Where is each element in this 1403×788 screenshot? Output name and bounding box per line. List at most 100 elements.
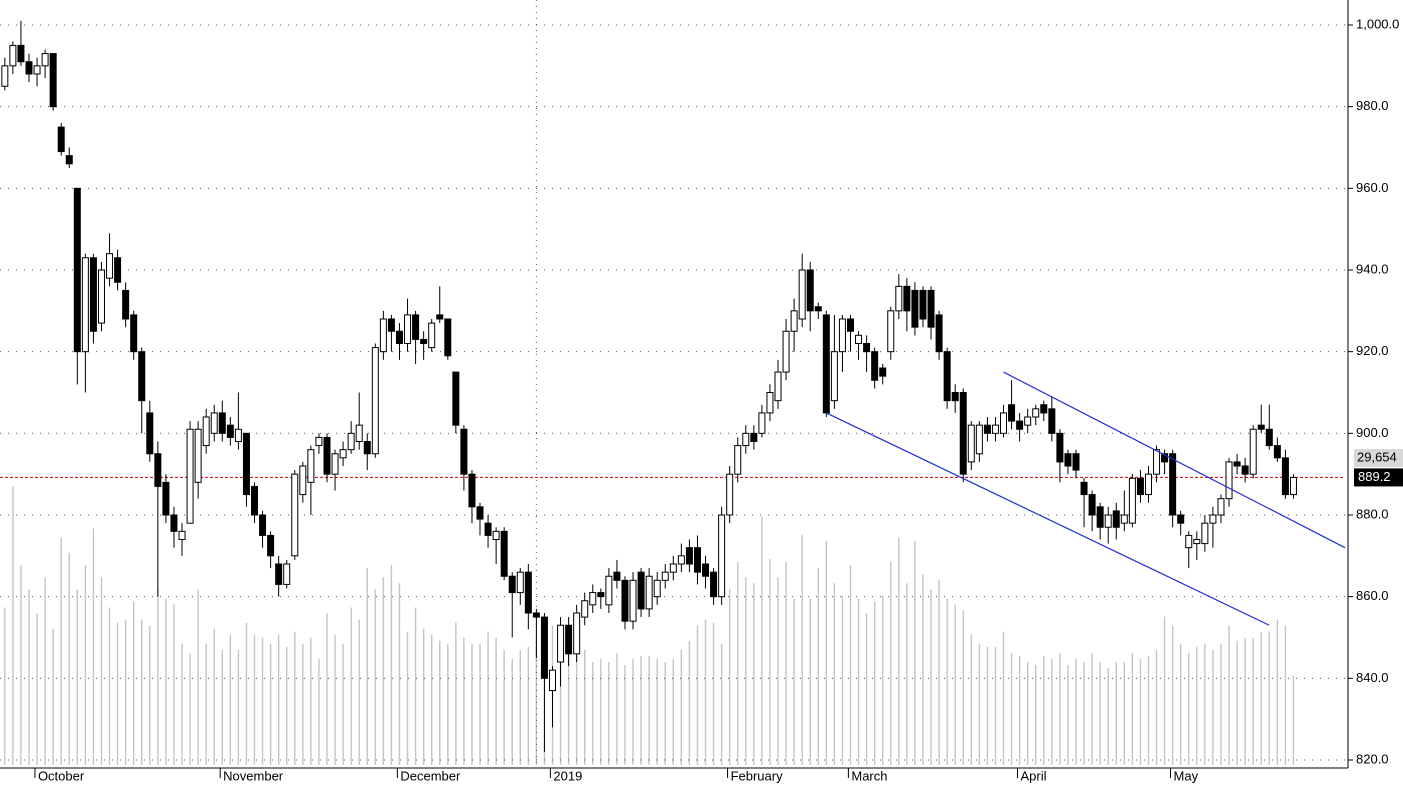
- candle-body: [1008, 404, 1016, 422]
- y-tick-label: 980.0: [1356, 98, 1389, 113]
- candle-body: [420, 338, 428, 344]
- candle-body: [1112, 510, 1120, 528]
- candle-body: [1032, 408, 1040, 418]
- candle-body: [226, 424, 234, 438]
- volume-label-box: [1354, 449, 1403, 467]
- candle-body: [97, 269, 105, 324]
- candle-body: [661, 571, 669, 581]
- candle-body: [589, 592, 597, 606]
- candle-body: [331, 453, 339, 475]
- candle-body: [855, 334, 863, 345]
- candle-body: [1016, 420, 1024, 430]
- candle-body: [379, 318, 387, 353]
- candle-body: [613, 571, 621, 581]
- candle-body: [959, 392, 967, 475]
- candle-body: [637, 571, 645, 610]
- candle-body: [508, 575, 516, 594]
- candle-body: [428, 322, 436, 349]
- candle-body: [838, 318, 846, 353]
- candle-body: [25, 61, 33, 75]
- x-tick-label: February: [731, 768, 784, 783]
- candle-body: [1, 65, 9, 87]
- candle-body: [557, 624, 565, 663]
- candle-body: [484, 522, 492, 536]
- candle-body: [347, 432, 355, 451]
- candle-body: [1153, 449, 1161, 475]
- candle-body: [1185, 534, 1193, 549]
- candle-body: [500, 530, 508, 577]
- candle-body: [267, 534, 275, 557]
- y-tick-label: 960.0: [1356, 180, 1389, 195]
- x-tick-label: December: [400, 768, 461, 783]
- candle-body: [693, 547, 701, 573]
- candle-body: [1249, 428, 1257, 475]
- candle-body: [210, 412, 218, 434]
- y-tick-label: 840.0: [1356, 670, 1389, 685]
- candle-body: [702, 563, 710, 577]
- candle-body: [283, 563, 291, 585]
- candle-body: [436, 314, 444, 320]
- candle-body: [1193, 539, 1201, 545]
- candle-body: [943, 351, 951, 402]
- candle-body: [597, 592, 605, 598]
- candle-body: [1128, 477, 1136, 524]
- candle-body: [669, 563, 677, 573]
- candle-body: [951, 392, 959, 402]
- x-tick-label: 2019: [553, 768, 582, 783]
- candle-body: [73, 187, 81, 353]
- candle-body: [685, 547, 693, 565]
- candle-body: [621, 579, 629, 622]
- candle-body: [1161, 453, 1169, 463]
- candle-body: [677, 555, 685, 565]
- candle-body: [1048, 408, 1056, 434]
- candle-body: [879, 367, 887, 377]
- candle-body: [581, 600, 589, 618]
- candle-body: [194, 428, 202, 483]
- y-tick-label: 880.0: [1356, 506, 1389, 521]
- candle-body: [387, 318, 395, 332]
- candle-body: [895, 285, 903, 312]
- candle-body: [1104, 514, 1112, 528]
- candle-body: [919, 289, 927, 320]
- candle-body: [726, 473, 734, 516]
- candle-body: [1257, 424, 1265, 430]
- candle-body: [1080, 481, 1088, 496]
- y-tick-label: 900.0: [1356, 425, 1389, 440]
- candle-body: [710, 571, 718, 598]
- candle-body: [81, 257, 89, 353]
- candle-body: [162, 481, 170, 516]
- x-tick-label: October: [38, 768, 85, 783]
- last-price-box: [1354, 468, 1403, 487]
- trendline: [1003, 371, 1346, 549]
- candle-body: [122, 289, 130, 320]
- candle-body: [766, 392, 774, 414]
- candle-body: [1177, 514, 1185, 524]
- candle-body: [202, 416, 210, 447]
- candle-body: [887, 310, 895, 353]
- candle-body: [170, 514, 178, 532]
- candle-body: [718, 514, 726, 598]
- candle-body: [548, 669, 556, 692]
- candle-body: [1000, 412, 1008, 434]
- candle-body: [1169, 453, 1177, 516]
- candle-body: [1144, 473, 1152, 496]
- candle-body: [1056, 432, 1064, 463]
- candle-body: [1064, 453, 1072, 467]
- x-tick-label: March: [851, 768, 887, 783]
- candle-body: [41, 53, 49, 67]
- candle-body: [371, 347, 379, 455]
- candle-body: [363, 441, 371, 455]
- candle-body: [903, 285, 911, 312]
- candle-body: [412, 314, 420, 340]
- candle-body: [1120, 514, 1128, 524]
- candle-body: [355, 424, 363, 442]
- candle-body: [1136, 477, 1144, 496]
- candle-body: [1241, 465, 1249, 475]
- candle-body: [1217, 498, 1225, 516]
- candle-body: [742, 432, 750, 447]
- candle-body: [339, 449, 347, 459]
- candle-body: [1225, 461, 1233, 500]
- x-tick-label: April: [1021, 768, 1047, 783]
- candle-body: [1072, 453, 1080, 471]
- candle-body: [830, 351, 838, 402]
